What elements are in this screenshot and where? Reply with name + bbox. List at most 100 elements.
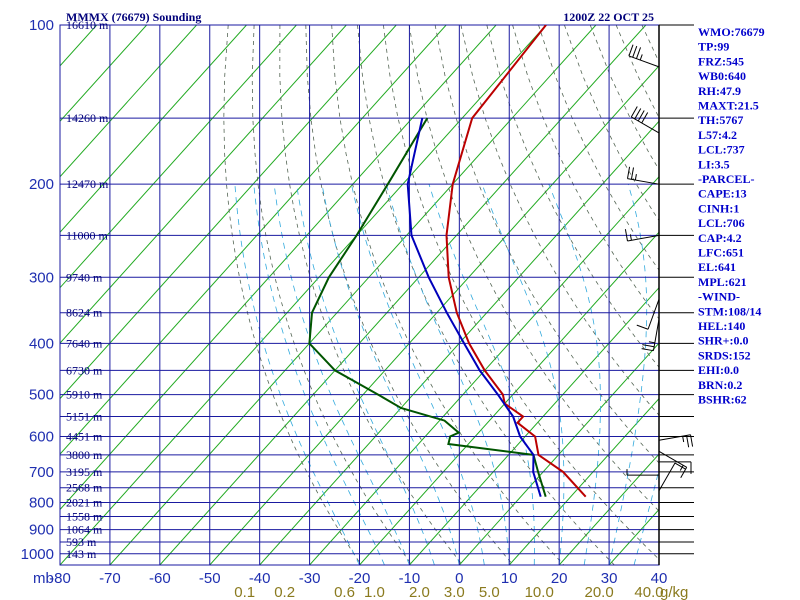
mixing-ratio-label: 10.0 [525,584,554,600]
height-label: 1558 m [66,509,103,523]
temperature-tick-label: -70 [99,570,121,587]
moist-adiabat [351,184,485,565]
temperature-tick-label: -10 [399,570,421,587]
temperature-tick-label: -50 [199,570,221,587]
wind-barb-flag [628,44,634,57]
isotherm [60,25,347,344]
dewpoint-profile [308,117,547,497]
stat-item: MPL:621 [698,275,747,289]
isotherm [60,25,447,455]
stat-item: FRZ:545 [698,54,744,68]
temperature-tick-label: 30 [601,570,618,587]
stat-item: LCL:706 [698,216,745,230]
wind-barb-staff [628,55,660,68]
isotherm [60,25,148,123]
stat-item: MAXT:21.5 [698,99,759,113]
pressure-label: 100 [29,17,54,34]
wind-barb [658,462,686,492]
moist-adiabat [253,184,385,565]
isotherm [409,286,659,565]
isotherm [60,25,547,565]
mixing-ratio-label: 40.0 [634,584,663,600]
temperature-tick-label: -30 [299,570,321,587]
height-label: 2021 m [66,496,103,510]
height-label: 9740 m [66,270,103,284]
height-label: 1064 m [66,523,103,537]
wind-barb-flag [635,47,642,59]
stat-item: BSHR:62 [698,393,747,407]
stat-item: CAP:4.2 [698,231,742,245]
wind-barb-flag [634,108,642,120]
height-label: 4451 m [66,429,103,443]
stat-item: EHI:0.0 [698,363,739,377]
wind-barb-half-flag [634,174,637,181]
wind-barb [626,166,660,185]
wind-barb-flag [636,324,649,330]
stat-item: SRDS:152 [698,348,751,362]
pressure-label: 800 [29,495,54,512]
moist-adiabat [608,184,648,565]
wind-barb [658,434,694,448]
wind-barb [641,319,660,352]
wind-barb-flag [674,462,686,470]
stat-item: STM:108/14 [698,304,761,318]
wind-barb-staff [631,116,660,134]
pressure-label: 300 [29,269,54,286]
moist-adiabat [481,184,565,565]
wind-barb-flag [641,348,654,352]
stat-item: LCL:737 [698,143,745,157]
temperature-profile [445,25,587,498]
temperature-tick-label: -80 [49,570,71,587]
isotherm [60,25,247,233]
dry-adiabat [408,25,659,512]
isotherm [60,25,397,400]
stat-item: RH:47.9 [698,84,741,98]
isotherm [309,176,659,565]
dry-adiabat [486,25,659,368]
stat-item: WMO:76679 [698,25,765,39]
pressure-label: 200 [29,176,54,193]
wind-barb-flag [624,229,628,242]
valid-time: 1200Z 22 OCT 25 [563,10,654,24]
temperature-tick-label: -60 [149,570,171,587]
station-title: MMMX (76679) Sounding [66,10,201,24]
wind-barb [630,106,660,134]
height-label: 3800 m [66,448,103,462]
isotherm [359,231,659,565]
height-label: 593 m [66,535,97,549]
stats-panel: WMO:76679TP:99FRZ:545WB0:640RH:47.9MAXT:… [698,25,765,407]
height-label: 2568 m [66,481,103,495]
height-label: 8624 m [66,306,103,320]
stat-item: -PARCEL- [698,172,754,186]
wind-barb-staff [627,234,660,242]
pressure-label: 900 [29,522,54,539]
dry-adiabat [383,25,659,560]
wind-barb-half-flag [629,234,632,241]
height-label: 6730 m [66,363,103,377]
wind-barb-half-flag [679,465,684,471]
pressure-label: 700 [29,464,54,481]
wind-barb-staff [658,462,676,492]
mixing-ratio-unit: g/kg [660,584,688,600]
stat-item: L57:4.2 [698,128,737,142]
wind-barb-flag [632,45,638,58]
height-label: 12470 m [66,177,109,191]
profiles [308,25,587,498]
height-label: 5910 m [66,388,103,402]
stat-item: -WIND- [698,290,740,304]
wind-barb [626,469,659,476]
isotherm [508,397,659,565]
pressure-label: 1000 [21,546,54,563]
isotherm [60,25,197,178]
mixing-ratio-label: 0.1 [234,584,255,600]
wind-profile [624,44,694,492]
height-label: 11000 m [66,228,109,242]
isotherm [109,25,597,565]
moist-adiabat [548,184,601,565]
moist-adiabat [321,184,460,565]
temperature-tick-label: 10 [501,570,518,587]
wind-barb-flag [641,112,649,124]
wind-barb [628,44,660,68]
parcel-profile [406,117,542,497]
wind-barb-staff [658,450,687,468]
